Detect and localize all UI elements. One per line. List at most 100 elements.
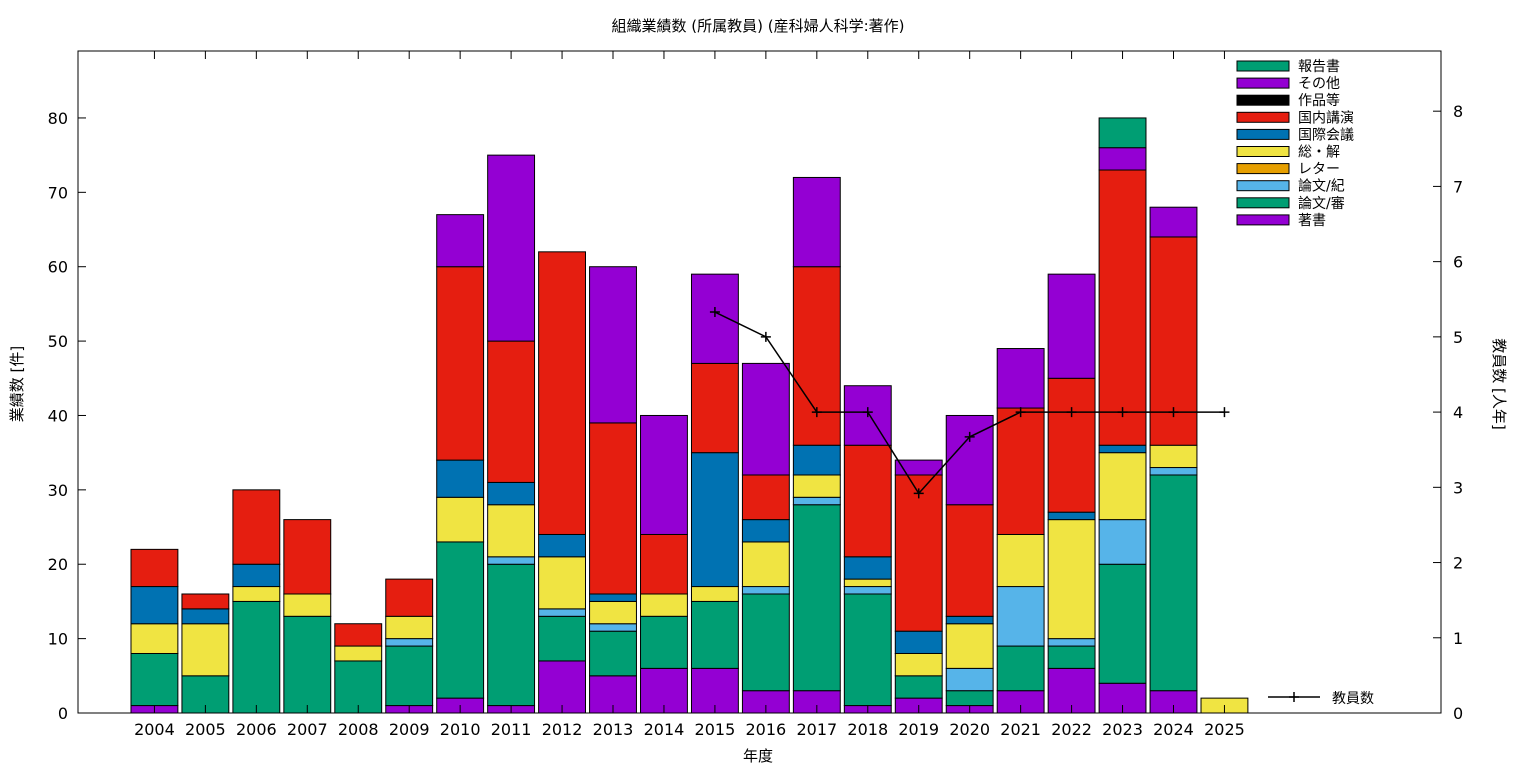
bar-2013-4 (589, 600, 637, 625)
bar-2018-5 (843, 556, 892, 580)
x-tick-label-2018: 2018 (847, 720, 888, 739)
x-tick-label-2020: 2020 (949, 720, 990, 739)
bar-2022-6 (1047, 377, 1096, 513)
bar-2018-1 (843, 593, 892, 707)
bar-2011-8 (487, 154, 536, 342)
y2-tick-label-2: 2 (1453, 554, 1463, 573)
bar-2013-6 (589, 422, 637, 595)
bar-2020-1 (945, 690, 994, 707)
bar-2009-1 (385, 645, 434, 707)
bar-2023-4 (1098, 452, 1147, 521)
bar-2021-4 (996, 533, 1045, 588)
legend-swatch-2 (1236, 94, 1290, 106)
bar-2006-5 (232, 563, 281, 588)
bar-2022-2 (1047, 638, 1096, 647)
x-tick-label-2022: 2022 (1051, 720, 1092, 739)
bar-2023-5 (1098, 444, 1147, 454)
line-point-2018 (862, 407, 873, 418)
bar-2020-8 (945, 414, 994, 506)
bar-2020-2 (945, 667, 994, 692)
x-tick-label-2006: 2006 (236, 720, 277, 739)
x-tick-label-2011: 2011 (491, 720, 532, 739)
y-tick-label-30: 30 (48, 481, 68, 500)
x-tick-label-2025: 2025 (1204, 720, 1245, 739)
bar-2020-6 (945, 504, 994, 617)
bar-2010-5 (436, 459, 485, 498)
bar-2010-6 (436, 266, 485, 461)
bar-2010-4 (436, 496, 485, 543)
bar-2005-6 (181, 593, 230, 610)
legend-label-0: 報告書 (1298, 59, 1340, 75)
bar-2011-2 (487, 556, 536, 565)
y-tick-label-50: 50 (48, 332, 68, 351)
legend-swatch-1 (1236, 77, 1290, 89)
bar-2009-4 (385, 615, 434, 640)
legend-label-5: 総・解 (1298, 145, 1340, 161)
bar-2020-5 (945, 615, 994, 625)
x-tick-label-2024: 2024 (1153, 720, 1194, 739)
bar-2019-1 (894, 675, 943, 699)
x-tick-label-2023: 2023 (1102, 720, 1143, 739)
bar-2014-8 (640, 414, 688, 535)
x-tick-label-2021: 2021 (1000, 720, 1041, 739)
legend-label-6: レター (1298, 162, 1340, 178)
legend-swatch-3 (1236, 111, 1290, 123)
bar-2004-1 (130, 652, 179, 707)
line-point-2015 (709, 307, 720, 318)
bar-2011-5 (487, 481, 536, 506)
x-tick-label-2012: 2012 (542, 720, 583, 739)
legend-label-8: 論文/審 (1298, 196, 1345, 212)
bar-2010-1 (436, 541, 485, 699)
legend-label-2: 作品等 (1298, 92, 1340, 109)
bar-2017-1 (792, 504, 841, 692)
bar-2019-5 (894, 630, 943, 654)
bar-2023-1 (1098, 563, 1147, 684)
y-tick-label-0: 0 (58, 704, 68, 723)
legend-swatch-5 (1236, 146, 1290, 157)
legend-swatch-4 (1236, 128, 1290, 140)
bar-2015-1 (690, 600, 739, 669)
y-tick-label-60: 60 (48, 258, 68, 277)
bar-2006-6 (232, 489, 281, 565)
legend-label-9: 著書 (1298, 213, 1326, 229)
bar-2021-6 (996, 407, 1045, 535)
bar-2024-1 (1149, 474, 1198, 692)
bar-2022-1 (1047, 645, 1096, 669)
line-point-2019 (913, 488, 924, 499)
bar-2023-2 (1098, 519, 1147, 565)
bar-2010-8 (436, 214, 485, 268)
legend-label-1: その他 (1298, 76, 1340, 92)
x-tick-label-2016: 2016 (746, 720, 787, 739)
bar-2022-8 (1047, 273, 1096, 379)
bar-2007-4 (283, 593, 332, 617)
legend-label-4: 国際会議 (1298, 126, 1354, 143)
x-tick-label-2008: 2008 (338, 720, 379, 739)
bar-2012-1 (538, 615, 586, 662)
x-tick-label-2015: 2015 (695, 720, 736, 739)
bar-2018-6 (843, 444, 892, 558)
bar-2021-1 (996, 645, 1045, 692)
bar-2017-4 (792, 474, 841, 498)
y-tick-label-80: 80 (48, 109, 68, 128)
bar-2005-5 (181, 608, 230, 625)
legend-label-3: 国内講演 (1298, 110, 1354, 126)
line-point-2016 (760, 331, 771, 342)
x-tick-label-2004: 2004 (134, 720, 175, 739)
bar-2013-2 (589, 623, 637, 632)
y2-tick-label-0: 0 (1453, 704, 1463, 723)
bar-2007-1 (283, 615, 332, 714)
bar-2004-6 (130, 548, 179, 588)
x-tick-label-2013: 2013 (593, 720, 634, 739)
y2-tick-label-3: 3 (1453, 478, 1463, 497)
y-tick-label-40: 40 (48, 406, 68, 425)
chart-title: 組織業績数 (所属教員) (産科婦人科学:著作) (612, 17, 905, 35)
y2-tick-label-5: 5 (1453, 328, 1463, 347)
y-tick-label-10: 10 (48, 630, 68, 649)
bar-2020-4 (945, 623, 994, 669)
x-axis-title: 年度 (743, 747, 773, 765)
bar-2016-5 (741, 519, 790, 543)
bar-2019-6 (894, 474, 943, 632)
bar-2015-4 (690, 586, 739, 602)
